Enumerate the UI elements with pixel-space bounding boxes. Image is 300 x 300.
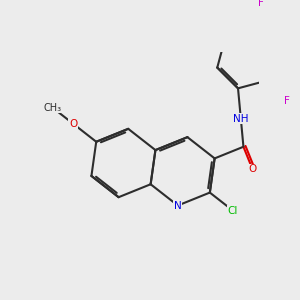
- Text: NH: NH: [233, 114, 248, 124]
- Text: CH₃: CH₃: [44, 103, 62, 113]
- Text: Cl: Cl: [228, 206, 238, 216]
- Text: F: F: [258, 0, 264, 8]
- Text: N: N: [174, 200, 182, 211]
- Text: O: O: [69, 119, 77, 129]
- Text: F: F: [284, 97, 290, 106]
- Text: O: O: [248, 164, 256, 174]
